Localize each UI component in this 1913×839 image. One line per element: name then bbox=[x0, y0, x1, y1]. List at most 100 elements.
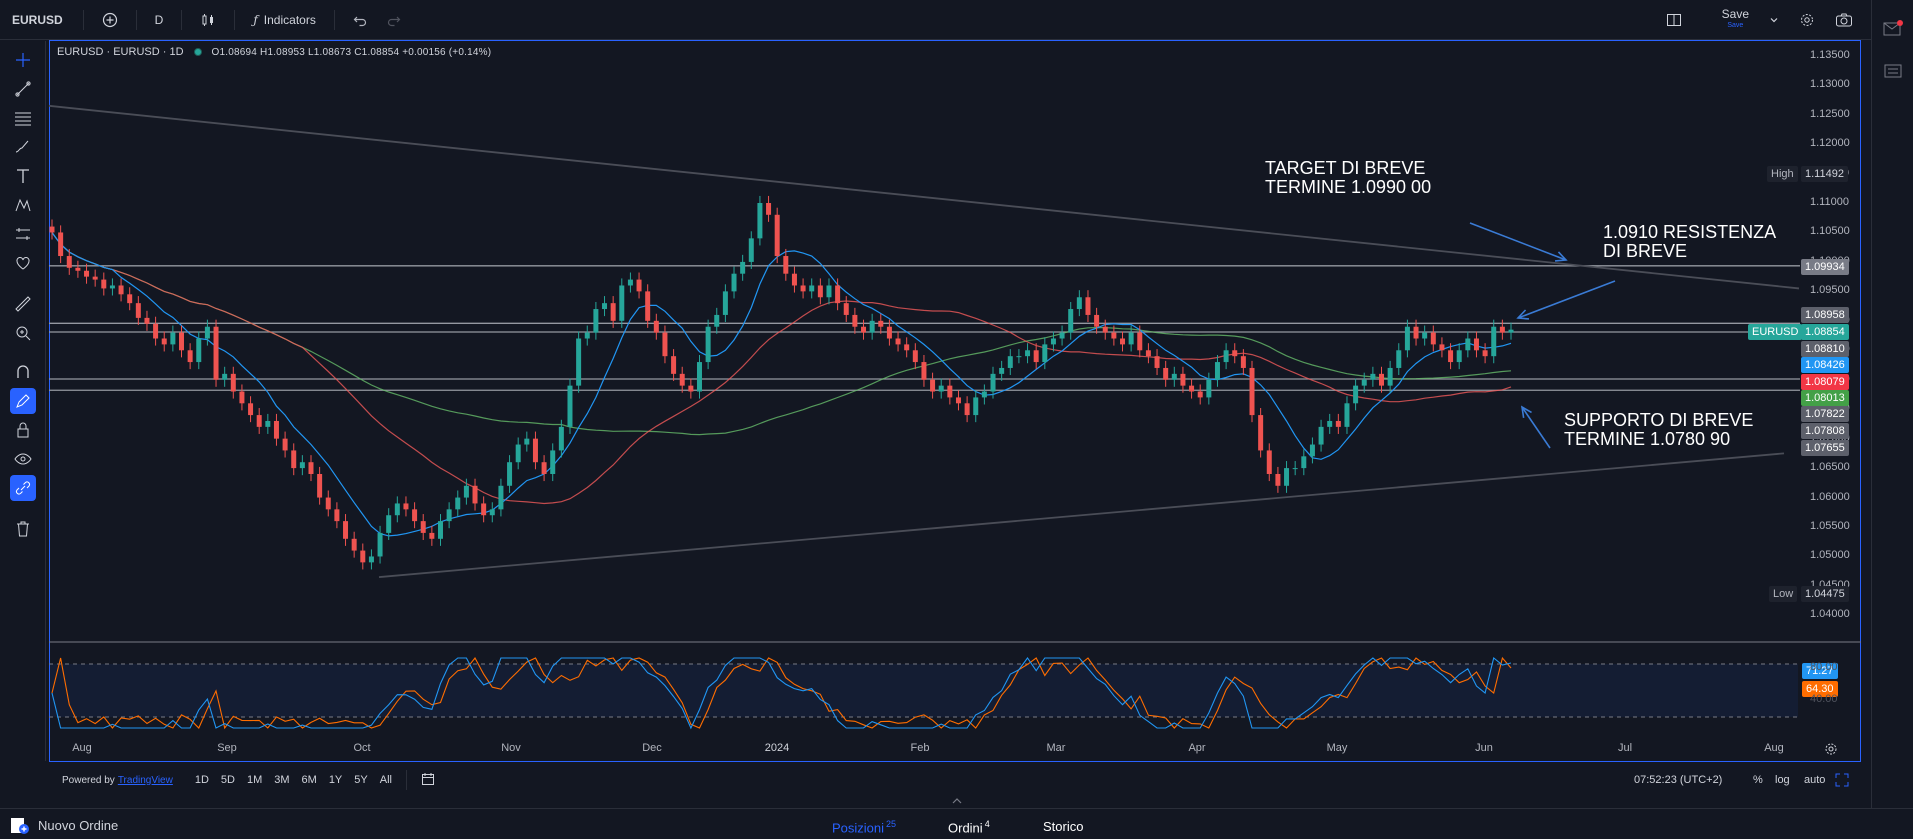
candle-body bbox=[817, 285, 823, 298]
candle-body bbox=[869, 320, 875, 333]
plus-circle-icon bbox=[102, 12, 117, 27]
divider bbox=[234, 9, 236, 30]
indicators-button[interactable]: ƒ Indicators bbox=[243, 13, 325, 27]
candle-body bbox=[774, 214, 780, 257]
measure-tool[interactable] bbox=[10, 291, 36, 317]
magnet-icon bbox=[17, 365, 29, 378]
sync-drawings-tool[interactable] bbox=[10, 475, 36, 501]
candle-body bbox=[636, 279, 642, 292]
lock-tool[interactable] bbox=[10, 417, 36, 443]
save-menu-button[interactable] bbox=[1759, 15, 1789, 25]
price-tag: 1.08958 bbox=[1801, 307, 1849, 323]
candle-body bbox=[1465, 338, 1471, 351]
list-icon bbox=[1884, 64, 1902, 78]
forecast-tool[interactable] bbox=[10, 221, 36, 247]
candle-body bbox=[602, 303, 608, 310]
text-tool[interactable] bbox=[10, 163, 36, 189]
tradingview-link[interactable]: TradingView bbox=[117, 774, 173, 786]
range-button[interactable]: 6M bbox=[301, 774, 317, 786]
candle-body bbox=[1154, 356, 1160, 368]
annotation-support[interactable]: SUPPORTO DI BREVE TERMINE 1.0780 90 bbox=[1564, 411, 1753, 449]
tab-label: Ordini bbox=[948, 820, 983, 836]
candle-body bbox=[1206, 379, 1212, 398]
candle-body bbox=[748, 238, 754, 262]
chart-type-button[interactable] bbox=[190, 12, 226, 28]
annotation-target[interactable]: TARGET DI BREVE TERMINE 1.0990 00 bbox=[1265, 159, 1431, 197]
layout-button[interactable] bbox=[1656, 12, 1692, 28]
settings-button[interactable] bbox=[1789, 12, 1825, 28]
log-toggle[interactable]: log bbox=[1775, 774, 1790, 786]
save-button[interactable]: Save Save bbox=[1712, 8, 1759, 31]
candle-body bbox=[403, 503, 409, 510]
messages-button[interactable] bbox=[1883, 20, 1903, 43]
pattern-tool[interactable] bbox=[10, 192, 36, 218]
candle-body bbox=[550, 450, 556, 474]
chart-settings-button[interactable] bbox=[1824, 742, 1838, 761]
candle-body bbox=[317, 473, 323, 498]
snapshot-button[interactable] bbox=[1825, 12, 1863, 28]
powered-by: Powered by bbox=[62, 774, 115, 786]
redo-button[interactable] bbox=[377, 13, 411, 27]
candle-body bbox=[377, 532, 383, 557]
annotation-resistance[interactable]: 1.0910 RESISTENZA DI BREVE bbox=[1603, 223, 1776, 261]
ma-blue-tag: 1.08426 bbox=[1801, 357, 1849, 373]
candle-body bbox=[308, 462, 314, 474]
range-button[interactable]: 1M bbox=[246, 774, 263, 786]
candle-body bbox=[1171, 373, 1177, 380]
price-axis-label: 1.05000 bbox=[1810, 549, 1850, 562]
candle-body bbox=[187, 350, 193, 363]
candle-body bbox=[930, 379, 936, 392]
collapse-panel-button[interactable] bbox=[950, 793, 964, 811]
favorites-tool[interactable] bbox=[10, 250, 36, 276]
price-axis-label: 1.06000 bbox=[1810, 490, 1850, 503]
tab-history[interactable]: Storico bbox=[1043, 819, 1083, 834]
chevron-down-icon bbox=[1770, 18, 1778, 23]
percent-toggle[interactable]: % bbox=[1753, 774, 1763, 786]
fibonacci-icon bbox=[15, 112, 31, 126]
hide-tool[interactable] bbox=[10, 446, 36, 472]
range-button[interactable]: 3M bbox=[274, 774, 290, 786]
clock[interactable]: 07:52:23 (UTC+2) bbox=[1634, 774, 1723, 786]
candle-body bbox=[1145, 350, 1151, 357]
annotation-text: DI BREVE bbox=[1603, 241, 1688, 261]
candle-body bbox=[1387, 367, 1393, 386]
magnet-tool[interactable] bbox=[10, 359, 36, 385]
range-button[interactable]: 5Y bbox=[354, 774, 368, 786]
candle-body bbox=[1120, 338, 1126, 345]
fib-tool[interactable] bbox=[10, 105, 36, 131]
zoom-tool[interactable] bbox=[10, 320, 36, 346]
candle-body bbox=[852, 314, 858, 327]
candle-body bbox=[1439, 344, 1445, 351]
range-button[interactable]: 5D bbox=[220, 774, 235, 786]
ma-red-line bbox=[51, 232, 1512, 505]
auto-toggle[interactable]: auto bbox=[1804, 774, 1826, 786]
fullscreen-button[interactable] bbox=[1835, 773, 1849, 790]
candle-body bbox=[420, 521, 426, 533]
candle-body bbox=[481, 503, 487, 516]
candle-body bbox=[256, 415, 262, 427]
stay-in-drawing-tool[interactable] bbox=[10, 388, 36, 414]
tab-orders[interactable]: Ordini 4 bbox=[948, 819, 990, 835]
watchlist-button[interactable] bbox=[1884, 62, 1902, 85]
range-button[interactable]: 1Y bbox=[328, 774, 343, 786]
range-button[interactable]: 1D bbox=[194, 774, 209, 786]
time-axis-label: Feb bbox=[910, 742, 930, 754]
compare-button[interactable] bbox=[92, 12, 128, 28]
candle-body bbox=[204, 326, 210, 339]
trendline-tool[interactable] bbox=[10, 76, 36, 102]
interval-button[interactable]: D bbox=[154, 12, 164, 27]
mail-icon bbox=[1883, 20, 1903, 36]
crosshair-tool[interactable] bbox=[10, 47, 36, 73]
tab-positions[interactable]: Posizioni 25 bbox=[832, 819, 896, 835]
symbol-search[interactable]: EURUSD bbox=[12, 12, 63, 27]
candle-body bbox=[368, 556, 374, 563]
new-order-button[interactable]: Nuovo Ordine bbox=[10, 816, 118, 834]
undo-button[interactable] bbox=[343, 13, 377, 27]
range-button[interactable]: All bbox=[379, 774, 392, 786]
time-axis-label: 2024 bbox=[764, 742, 790, 754]
candle-body bbox=[351, 538, 357, 551]
goto-date-button[interactable] bbox=[415, 772, 441, 789]
brush-tool[interactable] bbox=[10, 134, 36, 160]
delete-tool[interactable] bbox=[10, 516, 36, 542]
